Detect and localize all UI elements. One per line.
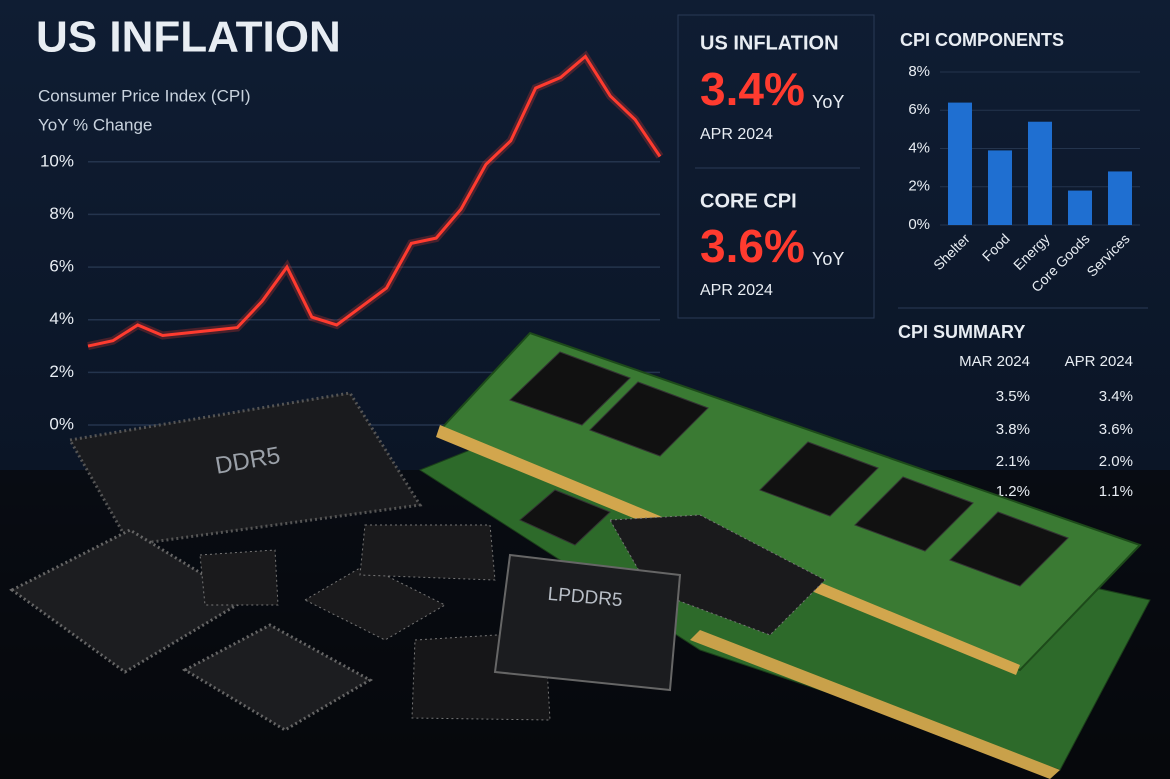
bar xyxy=(988,150,1012,225)
bar xyxy=(1108,171,1132,225)
y-tick-label: 10% xyxy=(40,151,74,170)
chip xyxy=(359,524,496,581)
y-tick-label: 6% xyxy=(908,101,930,118)
table-cell: 3.4% xyxy=(1099,388,1133,405)
table-cell: 3.5% xyxy=(996,388,1030,405)
y-tick-label: 2% xyxy=(908,178,930,195)
y-tick-label: 0% xyxy=(908,216,930,233)
table-cell: 3.8% xyxy=(996,421,1030,438)
ram-chip xyxy=(509,351,631,426)
screen-content: US INFLATION Consumer Price Index (CPI) … xyxy=(36,13,1148,500)
subtitle: Consumer Price Index (CPI) xyxy=(38,86,251,105)
card-unit: YoY xyxy=(812,92,844,112)
y-tick-label: 8% xyxy=(908,63,930,80)
y-tick-label: 4% xyxy=(49,309,74,328)
chip xyxy=(303,564,447,641)
card-value: 3.4% xyxy=(700,63,805,115)
y-tick-label: 6% xyxy=(49,257,74,276)
ram-contacts xyxy=(690,630,1060,779)
card-panel xyxy=(677,14,875,319)
table-cell: 2.0% xyxy=(1099,453,1133,470)
subtitle: YoY % Change xyxy=(38,115,152,134)
hardware: DDR5 LPDDR5 xyxy=(9,331,1151,779)
table-cell: 1.2% xyxy=(996,483,1030,500)
chip xyxy=(9,528,248,674)
card-title: US INFLATION xyxy=(700,32,839,54)
ram-chip xyxy=(759,441,879,517)
card-date: APR 2024 xyxy=(700,126,773,143)
column-header: MAR 2024 xyxy=(959,353,1030,370)
y-tick-label: 2% xyxy=(49,362,74,381)
table-cell: 1.1% xyxy=(1099,483,1133,500)
card-value: 3.6% xyxy=(700,220,805,272)
table-cell: 2.1% xyxy=(996,453,1030,470)
bar-title: CPI COMPONENTS xyxy=(900,30,1064,50)
ram-chip xyxy=(854,476,974,552)
bar xyxy=(948,102,972,225)
data-line xyxy=(87,54,662,348)
bar xyxy=(1028,121,1052,225)
chip xyxy=(181,623,374,732)
ram-chip xyxy=(519,489,611,546)
card-unit: YoY xyxy=(812,249,844,269)
chip xyxy=(67,391,423,547)
y-tick-label: 8% xyxy=(49,204,74,223)
chip xyxy=(199,549,279,606)
column-header: APR 2024 xyxy=(1065,353,1133,370)
card-title: CORE CPI xyxy=(700,190,797,212)
y-tick-label: 0% xyxy=(49,414,74,433)
card-date: APR 2024 xyxy=(700,282,773,299)
y-tick-label: 4% xyxy=(908,139,930,156)
table-cell: 3.6% xyxy=(1099,421,1133,438)
chip xyxy=(493,553,682,692)
ram-chip xyxy=(589,381,709,457)
bar xyxy=(1068,190,1092,225)
summary-title: CPI SUMMARY xyxy=(898,322,1025,342)
ram-chip xyxy=(949,511,1069,587)
title: US INFLATION xyxy=(36,13,341,62)
